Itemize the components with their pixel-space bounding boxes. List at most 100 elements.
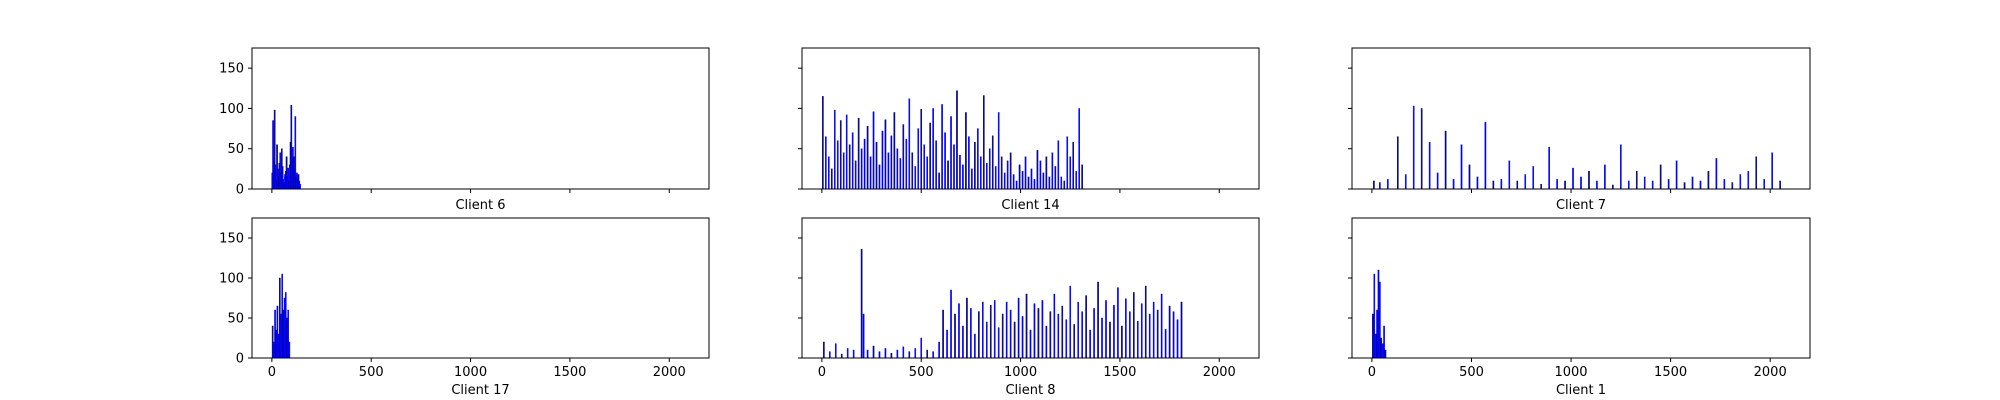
y-tick-label: 0	[236, 183, 244, 198]
bar	[878, 351, 881, 359]
bar	[1484, 121, 1487, 190]
bar	[911, 152, 914, 190]
bar	[970, 308, 972, 359]
bar	[884, 119, 887, 190]
subplot-1: 0 50 100 150 Client 6	[219, 47, 710, 213]
bar	[1077, 301, 1079, 359]
bar	[1027, 176, 1030, 190]
bar	[914, 166, 917, 190]
x-tick-label: 1000	[454, 365, 487, 380]
bar	[926, 156, 928, 190]
bar	[1113, 305, 1115, 359]
bar	[983, 95, 985, 190]
bar	[1500, 179, 1503, 190]
bar	[1376, 309, 1378, 359]
bar	[866, 125, 869, 190]
bar	[974, 333, 976, 359]
bar	[1564, 180, 1566, 190]
bar	[1089, 329, 1091, 359]
bar	[1691, 176, 1694, 190]
bar	[935, 140, 937, 190]
bar	[852, 349, 855, 359]
bar	[878, 164, 881, 190]
bar	[1049, 311, 1052, 359]
y-tick-label: 100	[219, 102, 244, 117]
bar	[1659, 164, 1662, 190]
bar	[1381, 343, 1384, 359]
bar	[866, 349, 869, 359]
subplot-6: 0 500 1000 1500 2000 Client 1	[1348, 217, 1811, 398]
bar	[1029, 329, 1032, 359]
bar	[1057, 313, 1060, 359]
bar	[947, 160, 949, 190]
panel-label: Client 17	[451, 383, 509, 398]
bar	[1005, 301, 1008, 359]
bar	[1172, 311, 1175, 359]
bar	[1039, 160, 1042, 190]
bar	[1384, 349, 1387, 359]
bar	[823, 341, 825, 359]
bar	[890, 353, 893, 359]
x-tick-label: 0	[268, 365, 276, 380]
bar	[881, 130, 884, 190]
bar	[946, 329, 948, 359]
bar	[860, 148, 863, 190]
bar	[1731, 182, 1734, 190]
x-tick-label: 2000	[653, 365, 686, 380]
bar	[1009, 309, 1012, 359]
bar	[1156, 309, 1159, 359]
bar	[1540, 183, 1542, 190]
bar	[875, 142, 878, 190]
bar	[1093, 308, 1095, 359]
bar	[1444, 130, 1447, 190]
bar	[958, 303, 960, 359]
panel-label: Client 6	[455, 198, 505, 213]
bar	[974, 142, 976, 190]
bar	[1021, 316, 1024, 359]
bar	[985, 163, 988, 190]
bar	[1009, 152, 1012, 190]
bar	[1033, 303, 1036, 359]
bar	[829, 351, 831, 359]
bar	[1747, 171, 1750, 190]
x-tick-label: 500	[1459, 365, 1484, 380]
bar	[1121, 325, 1123, 359]
x-tick-label: 2000	[1203, 365, 1236, 380]
bar	[863, 138, 866, 190]
bar	[1144, 285, 1147, 359]
bar	[917, 128, 920, 190]
bar	[1041, 300, 1044, 359]
bar	[1412, 105, 1415, 190]
bar	[1396, 136, 1399, 190]
bar	[1723, 179, 1726, 190]
bar	[1053, 293, 1056, 359]
bar	[1516, 180, 1519, 190]
bar	[1066, 136, 1069, 190]
bar	[962, 325, 964, 359]
bar	[834, 343, 837, 359]
bar	[1404, 174, 1407, 190]
bar	[1164, 329, 1167, 359]
bar	[1580, 176, 1582, 190]
y-tick-label: 0	[236, 352, 244, 367]
bar	[1001, 313, 1004, 359]
bar	[994, 166, 997, 190]
bar	[971, 168, 973, 190]
bar	[965, 112, 967, 190]
bar	[1168, 305, 1171, 359]
bar	[1109, 321, 1111, 359]
bar	[1379, 281, 1381, 359]
bar	[899, 158, 902, 190]
bar	[1476, 176, 1479, 190]
x-tick-label: 1500	[553, 365, 586, 380]
bar	[893, 112, 896, 190]
bar	[1373, 273, 1376, 359]
x-tick-label: 1500	[1103, 365, 1136, 380]
x-tick-label: 1500	[1654, 365, 1687, 380]
bar-series	[271, 105, 301, 190]
bar	[956, 90, 958, 190]
bar	[942, 309, 944, 359]
bar	[1021, 171, 1024, 190]
bar	[978, 311, 980, 359]
